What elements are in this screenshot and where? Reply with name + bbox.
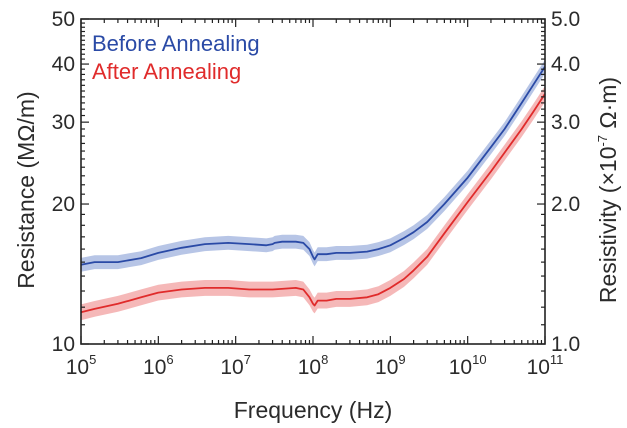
tick-labels: 105 106 107 108 109 1010 1011 10 20 30 40 50 1.0 2.0 3… <box>52 8 581 379</box>
legend-entry-before-annealing: Before Annealing <box>92 31 260 56</box>
y-right-tick-label: 4.0 <box>551 53 580 76</box>
right-y-axis-title: Resistivity (×10-7 Ω·m) <box>595 77 621 303</box>
y-left-tick-label: 20 <box>52 193 75 216</box>
x-tick-label: 106 <box>143 352 174 379</box>
confidence-bands <box>81 59 545 321</box>
y-left-tick-label: 50 <box>52 8 75 31</box>
band-before-annealing <box>81 59 545 272</box>
band-after-annealing <box>81 86 545 321</box>
line-before-annealing <box>80 66 546 266</box>
left-y-axis-title: Resistance (MΩ/m) <box>13 91 39 288</box>
y-right-tick-label: 1.0 <box>551 333 580 356</box>
y-left-tick-label: 10 <box>52 333 75 356</box>
x-tick-label: 108 <box>298 352 329 379</box>
right-y-axis-title-exponent: -7 <box>595 135 610 147</box>
y-left-tick-label: 40 <box>52 53 75 76</box>
ticks <box>80 18 546 345</box>
right-y-axis-title-main: Resistivity (×10 <box>595 147 621 304</box>
x-tick-label: 109 <box>375 352 406 379</box>
y-right-tick-label: 3.0 <box>551 111 580 134</box>
series-lines <box>80 66 546 314</box>
y-left-tick-label: 30 <box>52 111 75 134</box>
x-tick-label: 107 <box>220 352 251 379</box>
y-right-tick-label: 2.0 <box>551 193 580 216</box>
x-axis-title: Frequency (Hz) <box>234 397 392 423</box>
x-tick-label: 105 <box>66 352 97 379</box>
legend-entry-after-annealing: After Annealing <box>92 59 241 84</box>
right-y-axis-title-unit: Ω·m) <box>595 77 621 135</box>
y-right-tick-label: 5.0 <box>551 8 580 31</box>
line-after-annealing <box>80 93 546 314</box>
x-tick-label: 1010 <box>449 352 487 379</box>
x-tick-label: 1011 <box>527 352 564 379</box>
